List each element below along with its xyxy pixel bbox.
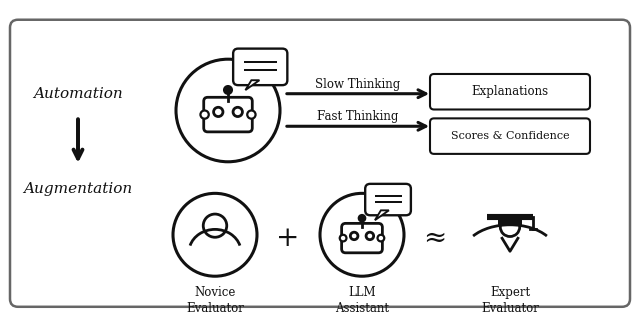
FancyBboxPatch shape <box>430 74 590 109</box>
Text: Slow Thinking: Slow Thinking <box>316 78 401 91</box>
Text: Explanations: Explanations <box>472 85 548 98</box>
FancyBboxPatch shape <box>204 97 252 132</box>
FancyBboxPatch shape <box>498 217 522 226</box>
Text: +: + <box>276 225 300 252</box>
Circle shape <box>204 214 227 237</box>
FancyBboxPatch shape <box>10 20 630 307</box>
Circle shape <box>214 107 223 117</box>
Text: Novice
Evaluator: Novice Evaluator <box>186 286 244 315</box>
Text: Expert
Evaluator: Expert Evaluator <box>481 286 539 315</box>
Circle shape <box>366 232 374 240</box>
Text: Automation: Automation <box>33 87 123 101</box>
FancyBboxPatch shape <box>342 223 382 253</box>
Text: Fast Thinking: Fast Thinking <box>317 110 399 123</box>
Circle shape <box>247 110 255 119</box>
Text: Scores & Confidence: Scores & Confidence <box>451 131 570 141</box>
Circle shape <box>350 232 358 240</box>
Circle shape <box>378 235 384 242</box>
Circle shape <box>500 217 520 237</box>
Circle shape <box>176 59 280 162</box>
Circle shape <box>340 235 346 242</box>
Text: Augmentation: Augmentation <box>24 182 132 196</box>
Text: ≈: ≈ <box>424 225 447 252</box>
Polygon shape <box>375 210 389 220</box>
FancyBboxPatch shape <box>365 184 411 215</box>
Circle shape <box>225 86 232 94</box>
Circle shape <box>173 193 257 276</box>
Polygon shape <box>245 80 259 90</box>
Circle shape <box>200 110 209 119</box>
Circle shape <box>320 193 404 276</box>
FancyBboxPatch shape <box>233 49 287 85</box>
Circle shape <box>359 215 365 221</box>
Text: LLM
Assistant: LLM Assistant <box>335 286 389 315</box>
Circle shape <box>233 107 243 117</box>
FancyBboxPatch shape <box>430 118 590 154</box>
